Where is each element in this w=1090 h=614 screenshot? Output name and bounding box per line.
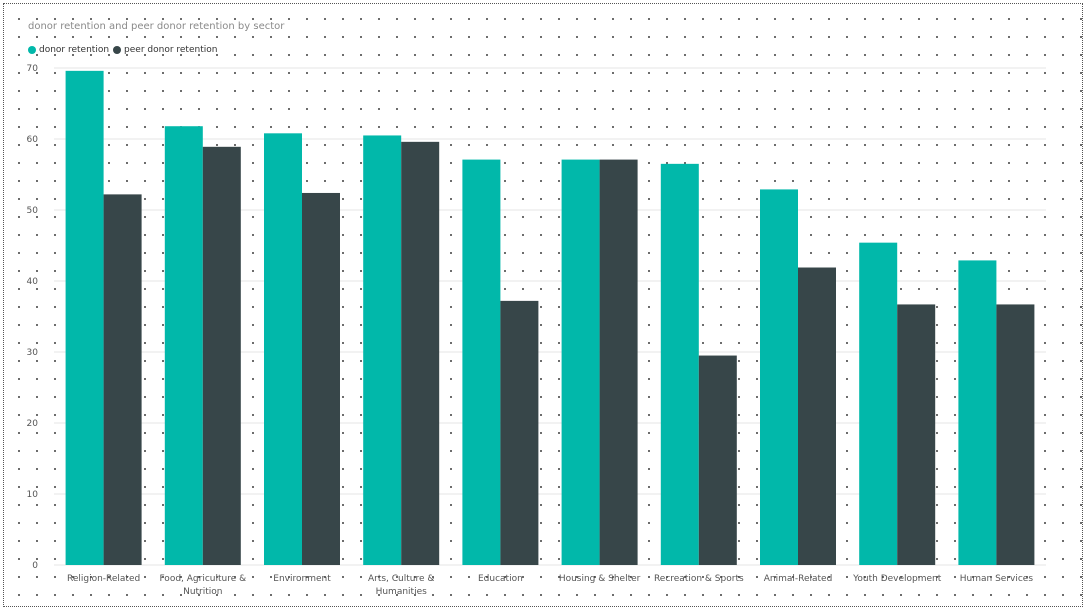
legend-item-donor-retention[interactable]: donor retention [28,45,109,55]
chart-title: donor retention and peer donor retention… [28,21,285,32]
legend-label-donor-retention: donor retention [39,45,110,55]
bar-peer-donor-retention[interactable] [996,304,1035,565]
bar-donor-retention[interactable] [65,70,104,565]
x-tick-label: Housing & Shelter [559,574,641,584]
chart-visual[interactable]: donor retention and peer donor retention… [14,12,1076,606]
x-tick-label: Humanities [376,587,428,597]
bar-peer-donor-retention[interactable] [401,141,440,565]
bar-peer-donor-retention[interactable] [798,267,836,565]
x-tick-label: Animal-Related [764,574,833,584]
bar-peer-donor-retention[interactable] [202,146,241,565]
x-tick-label: Arts, Culture & [368,574,434,584]
x-tick-label: Youth Development [852,574,942,584]
report-canvas: donor retention and peer donor retention… [3,3,1083,607]
bar-donor-retention[interactable] [958,260,997,565]
bar-donor-retention[interactable] [164,126,203,565]
x-tick-label: Education [478,574,523,584]
bar-chart-plot: 0 10 20 30 40 50 60 70 Religion-Related Food, Agr… [27,64,1046,597]
bar-donor-retention[interactable] [363,135,402,565]
bar-donor-retention[interactable] [859,242,898,565]
x-tick-label: Recreation & Sports [654,574,744,584]
x-tick-label: Human Services [960,574,1034,584]
bar-donor-retention[interactable] [561,159,600,565]
bar-peer-donor-retention[interactable] [302,192,340,565]
x-tick-label: Environment [273,574,331,584]
bar-donor-retention[interactable] [760,189,798,565]
bar-donor-retention[interactable] [660,163,699,565]
x-tick-label: Nutrition [183,587,222,597]
legend-marker-peer-donor-retention [113,46,122,54]
bar-donor-retention[interactable] [264,133,302,565]
y-tick-label: 40 [27,277,39,287]
chart-legend: donor retention peer donor retention [28,45,221,55]
y-tick-label: 30 [27,348,39,358]
y-tick-label: 10 [27,490,39,500]
x-tick-label: Religion-Related [67,574,140,584]
bar-donor-retention[interactable] [462,159,501,565]
bar-peer-donor-retention[interactable] [698,355,737,565]
bar-peer-donor-retention[interactable] [500,300,539,565]
legend-label-peer-donor-retention: peer donor retention [124,45,218,55]
legend-item-peer-donor-retention[interactable]: peer donor retention [113,45,217,55]
y-tick-label: 60 [27,135,39,145]
y-tick-label: 20 [27,419,39,429]
y-tick-label: 50 [27,206,39,216]
bar-peer-donor-retention[interactable] [599,159,638,565]
bar-peer-donor-retention[interactable] [897,304,936,565]
legend-marker-donor-retention [28,46,36,54]
y-tick-label: 70 [27,64,39,74]
y-tick-label: 0 [32,561,38,571]
bar-peer-donor-retention[interactable] [103,194,142,565]
x-tick-label: Food, Agriculture & [159,574,246,584]
